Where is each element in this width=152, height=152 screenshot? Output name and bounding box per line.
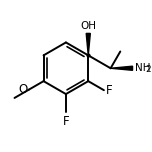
Text: F: F: [63, 115, 69, 128]
Text: O: O: [19, 83, 28, 96]
Text: 2: 2: [145, 65, 151, 74]
Text: NH: NH: [135, 63, 150, 73]
Text: F: F: [105, 84, 112, 97]
Text: OH: OH: [80, 21, 96, 31]
Polygon shape: [111, 66, 133, 70]
Polygon shape: [86, 33, 90, 55]
